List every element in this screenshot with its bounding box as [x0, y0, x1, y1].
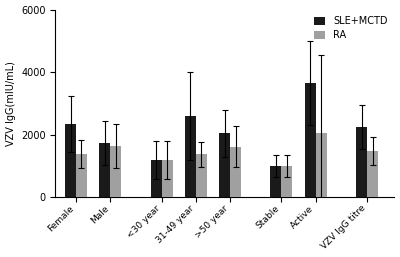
Bar	[196, 154, 207, 197]
Bar	[99, 143, 110, 197]
Bar	[110, 146, 121, 197]
Bar	[270, 166, 282, 197]
Bar	[162, 160, 172, 197]
Bar	[185, 116, 196, 197]
Bar	[219, 133, 230, 197]
Bar	[305, 83, 316, 197]
Bar	[230, 147, 241, 197]
Bar	[316, 133, 327, 197]
Bar	[151, 160, 162, 197]
Bar	[65, 124, 76, 197]
Y-axis label: VZV IgG(mIU/mL): VZV IgG(mIU/mL)	[6, 61, 16, 146]
Bar	[282, 166, 292, 197]
Bar	[367, 151, 378, 197]
Legend: SLE+MCTD, RA: SLE+MCTD, RA	[312, 14, 390, 42]
Bar	[356, 127, 367, 197]
Bar	[76, 154, 87, 197]
